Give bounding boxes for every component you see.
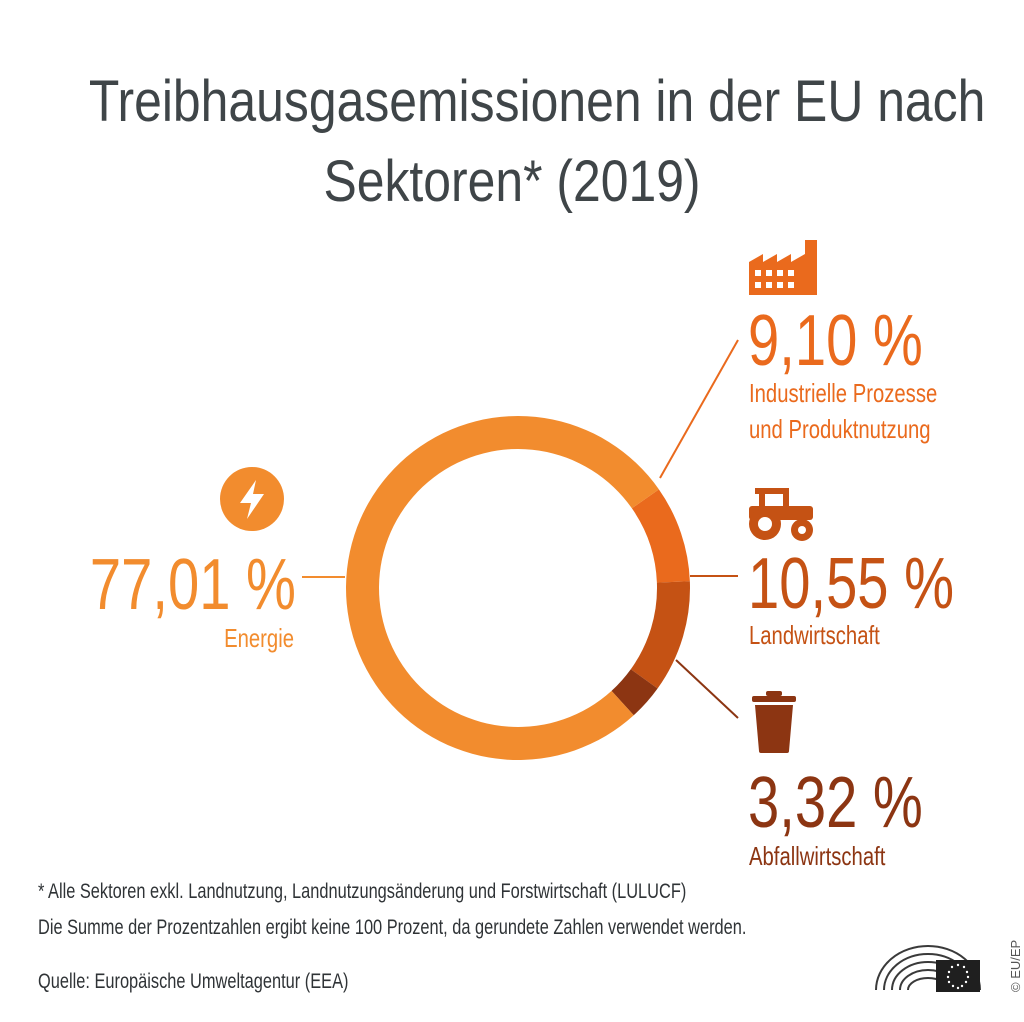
footnote-rounding: Die Summe der Prozentzahlen ergibt keine… — [38, 916, 747, 939]
source-note: Quelle: Europäische Umweltagentur (EEA) — [38, 970, 349, 993]
slice-energie — [346, 416, 659, 760]
factory-icon — [749, 240, 817, 295]
chart-title-line1: Treibhausgasemissionen in der EU nach — [88, 69, 986, 134]
agriculture-value: 10,55 % — [748, 544, 955, 624]
industry-label: Industrielle Prozesse und Produktnutzung — [749, 378, 938, 444]
tractor-icon — [745, 488, 817, 542]
lightning-icon — [220, 467, 284, 531]
waste-value: 3,32 % — [748, 763, 923, 843]
chart-title: Treibhausgasemissionen in der EU nach Se… — [88, 62, 986, 222]
copyright-credit: © EU/EP — [1008, 939, 1023, 992]
slice-abfallwirtschaft — [611, 669, 658, 716]
chart-title-line2: Sektoren* (2019) — [323, 149, 701, 214]
leader-line-waste — [675, 659, 739, 719]
industry-value: 9,10 % — [748, 301, 923, 381]
energy-value: 77,01 % — [89, 545, 296, 625]
agriculture-label: Landwirtschaft — [749, 620, 880, 650]
leader-line-industry — [659, 339, 739, 479]
footnote-lulucf: * Alle Sektoren exkl. Landnutzung, Landn… — [38, 880, 687, 903]
slice-industrie — [631, 489, 690, 583]
energy-label: Energie — [224, 623, 294, 653]
waste-label: Abfallwirtschaft — [749, 841, 886, 871]
european-parliament-logo — [872, 934, 984, 996]
slice-landwirtschaft — [630, 581, 690, 689]
trash-bin-icon — [752, 691, 796, 753]
